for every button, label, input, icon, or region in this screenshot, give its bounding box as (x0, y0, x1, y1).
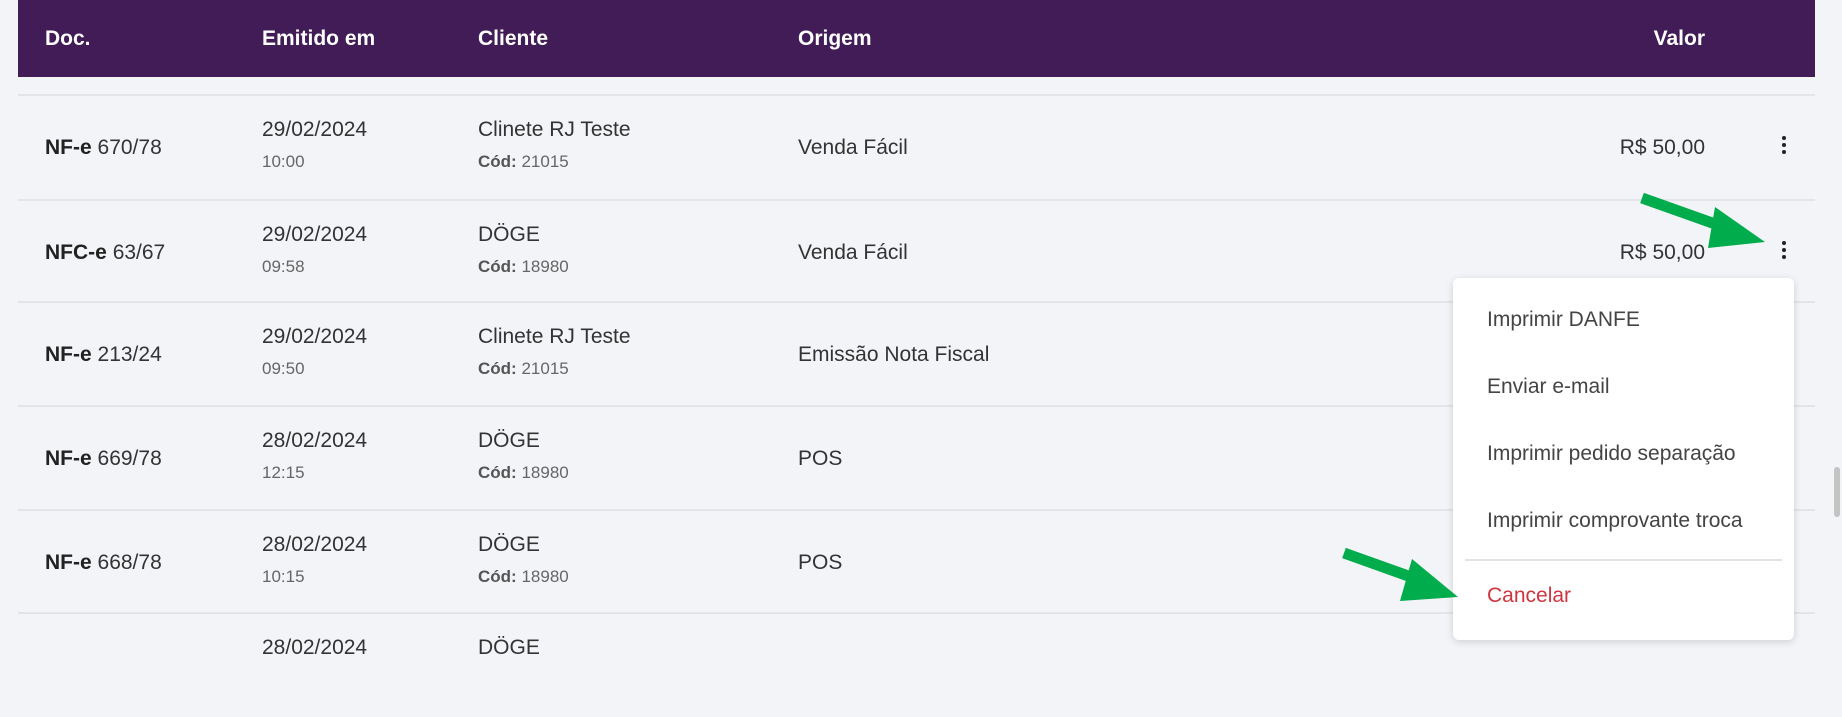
issue-date: 28/02/2024 (262, 429, 368, 452)
doc-number: 670/78 (97, 136, 162, 159)
client-code: Cód: 18980 (478, 257, 569, 277)
client-name: DÖGE (478, 533, 540, 556)
issue-date: 29/02/2024 (262, 223, 368, 246)
code-value: 21015 (521, 359, 569, 378)
code-value: 18980 (521, 463, 569, 482)
doc-number: 669/78 (97, 447, 162, 470)
column-header-cliente: Cliente (478, 27, 549, 50)
more-vert-icon[interactable] (1778, 239, 1790, 263)
client-name: Clinete RJ Teste (478, 118, 631, 141)
doc-number: 213/24 (97, 343, 162, 366)
code-label: Cód: (478, 567, 517, 586)
doc-cell: NF-e 213/24 (45, 343, 162, 367)
table-row[interactable]: NF-e 669/78 28/02/2024 12:15 DÖGE Cód: 18980… (18, 405, 1815, 510)
doc-type: NF-e (45, 551, 92, 574)
doc-cell: NF-e 670/78 (45, 136, 162, 160)
issue-time: 12:15 (262, 463, 305, 482)
column-header-valor: Valor (1653, 27, 1705, 50)
value: R$ 50,00 (1619, 241, 1705, 264)
origin: POS (798, 551, 843, 574)
doc-type: NF-e (45, 343, 92, 366)
menu-item-imprimir-comprovante-troca[interactable]: Imprimir comprovante troca (1487, 509, 1743, 532)
issue-date: 29/02/2024 (262, 325, 368, 348)
client-name: Clinete RJ Teste (478, 325, 631, 348)
doc-type: NF-e (45, 136, 92, 159)
column-header-doc: Doc. (45, 27, 91, 50)
column-header-origem: Origem (798, 27, 872, 50)
table-row[interactable]: 28/02/2024 DÖGE (18, 612, 1815, 717)
code-value: 21015 (521, 152, 569, 171)
issue-date: 28/02/2024 (262, 636, 368, 659)
table-row[interactable]: NF-e 668/78 28/02/2024 10:15 DÖGE Cód: 18980… (18, 509, 1815, 614)
code-value: 18980 (521, 257, 569, 276)
menu-item-enviar-email[interactable]: Enviar e-mail (1487, 375, 1610, 398)
doc-cell: NF-e 668/78 (45, 551, 162, 575)
doc-type: NF-e (45, 447, 92, 470)
client-name: DÖGE (478, 223, 540, 246)
more-vert-icon[interactable] (1778, 134, 1790, 158)
issue-time: 10:15 (262, 567, 305, 586)
doc-number: 63/67 (112, 241, 166, 264)
issue-time: 09:50 (262, 359, 305, 378)
code-label: Cód: (478, 463, 517, 482)
issue-date: 29/02/2024 (262, 118, 368, 141)
issue-date: 28/02/2024 (262, 533, 368, 556)
table-row[interactable]: NF-e 213/24 29/02/2024 09:50 Clinete RJ Tes… (18, 301, 1815, 406)
table-row[interactable]: NFC-e 63/67 29/02/2024 09:58 DÖGE Cód: 18980… (18, 199, 1815, 304)
client-code: Cód: 18980 (478, 567, 569, 587)
origin: Emissão Nota Fiscal (798, 343, 990, 366)
menu-item-imprimir-danfe[interactable]: Imprimir DANFE (1487, 308, 1640, 331)
doc-type: NFC-e (45, 241, 107, 264)
arrow-icon (1640, 192, 1765, 248)
client-code: Cód: 18980 (478, 463, 569, 483)
column-header-emitido: Emitido em (262, 27, 376, 50)
client-name: DÖGE (478, 636, 540, 659)
doc-number: 668/78 (97, 551, 162, 574)
menu-divider (1465, 559, 1782, 561)
arrow-icon (1342, 547, 1458, 601)
table-row[interactable]: NF-e 670/78 29/02/2024 10:00 Clinete RJ Tes… (18, 94, 1815, 199)
client-name: DÖGE (478, 429, 540, 452)
origin: POS (798, 447, 843, 470)
doc-cell: NF-e 669/78 (45, 447, 162, 471)
issue-time: 09:58 (262, 257, 305, 276)
client-code: Cód: 21015 (478, 152, 569, 172)
issue-time: 10:00 (262, 152, 305, 171)
client-code: Cód: 21015 (478, 359, 569, 379)
value: R$ 50,00 (1619, 136, 1705, 159)
code-value: 18980 (521, 567, 569, 586)
doc-cell: NFC-e 63/67 (45, 241, 165, 265)
row-context-menu: Imprimir DANFE Enviar e-mail Imprimir pe… (1453, 278, 1794, 640)
origin: Venda Fácil (798, 241, 908, 264)
code-label: Cód: (478, 257, 517, 276)
code-label: Cód: (478, 359, 517, 378)
scrollbar-thumb[interactable] (1834, 467, 1840, 517)
menu-item-cancelar[interactable]: Cancelar (1487, 584, 1572, 607)
menu-item-imprimir-pedido-separacao[interactable]: Imprimir pedido separação (1487, 442, 1736, 465)
code-label: Cód: (478, 152, 517, 171)
table-header: Doc. Emitido em Cliente Origem Valor (18, 0, 1815, 77)
origin: Venda Fácil (798, 136, 908, 159)
